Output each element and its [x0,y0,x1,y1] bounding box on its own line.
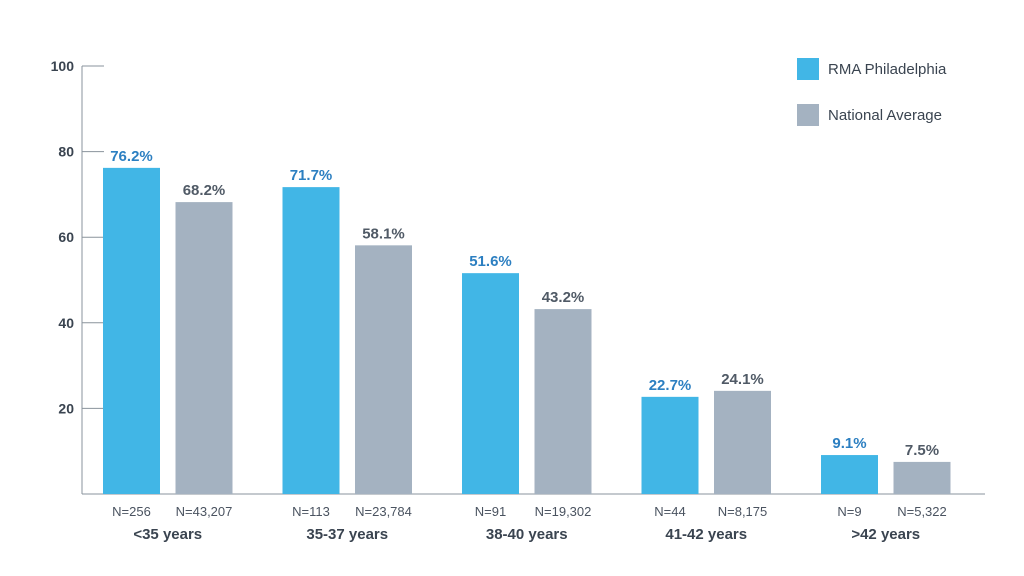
data-label: 24.1% [721,371,764,388]
n-count-label: N=256 [112,504,151,519]
data-label: 22.7% [649,377,692,394]
bar-rma-3 [641,396,699,494]
bar-rma-1 [282,187,340,494]
n-count-label: N=8,175 [718,504,768,519]
bar-national-4 [893,461,951,494]
n-count-label: N=5,322 [897,504,947,519]
labels-group: 76.2% N=256 68.2% N=43,207 <35 years 71.7% N=1… [110,148,947,543]
legend-swatch-national [797,104,819,126]
legend-swatch-rma [797,58,819,80]
category-label: 41-42 years [665,526,747,543]
data-label: 51.6% [469,253,512,270]
n-count-label: N=43,207 [176,504,233,519]
bar-national-2 [534,309,592,494]
bar-rma-0 [103,167,160,494]
bar-national-1 [355,245,412,494]
n-count-label: N=23,784 [355,504,412,519]
bars-group [103,167,951,494]
bar-rma-4 [821,455,878,494]
n-count-label: N=91 [475,504,506,519]
category-label: <35 years [133,526,202,543]
legend-label: National Average [828,107,942,124]
legend: RMA Philadelphia National Average [797,58,947,126]
bar-national-0 [175,202,233,494]
n-count-label: N=44 [654,504,685,519]
bar-rma-2 [462,273,519,494]
data-label: 9.1% [832,435,866,452]
y-tick-label: 20 [58,400,74,416]
n-count-label: N=113 [292,504,330,519]
y-tick-label: 60 [58,229,74,245]
y-tick-label: 100 [51,58,75,74]
category-label: 38-40 years [486,526,568,543]
data-label: 71.7% [290,167,333,184]
bar-national-3 [714,390,771,494]
category-label: 35-37 years [306,526,388,543]
data-label: 58.1% [362,225,405,242]
y-tick-label: 80 [58,144,74,160]
y-tick-label: 40 [58,315,74,331]
legend-label: RMA Philadelphia [828,61,947,78]
data-label: 7.5% [905,442,939,459]
data-label: 76.2% [110,148,153,165]
n-count-label: N=9 [837,504,861,519]
data-label: 68.2% [183,182,226,199]
data-label: 43.2% [542,289,585,306]
n-count-label: N=19,302 [535,504,592,519]
category-label: >42 years [851,526,920,543]
